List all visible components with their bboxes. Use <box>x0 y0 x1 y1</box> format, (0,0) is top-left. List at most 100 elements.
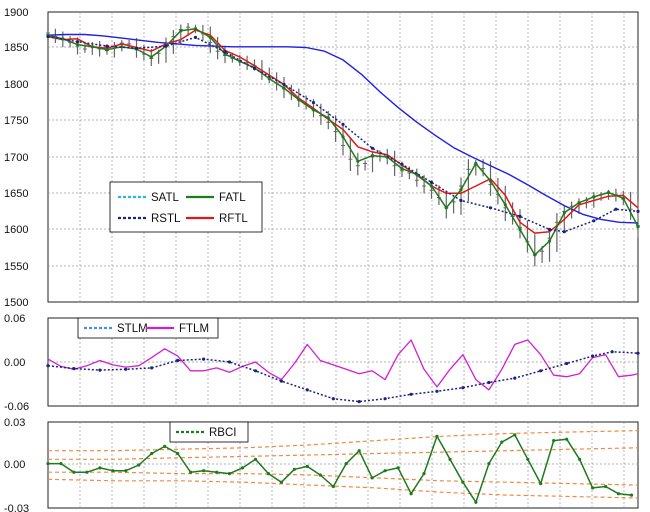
series-point-rbci <box>85 470 89 474</box>
legend-label-stlm: STLM <box>117 323 148 335</box>
series-point-rstl <box>614 207 618 211</box>
series-point-fatl <box>518 227 522 232</box>
series-point-fatl <box>75 43 80 47</box>
series-point-rbci <box>176 451 180 456</box>
series-point-rbci <box>46 462 50 466</box>
y-tick-label: -0.03 <box>4 503 29 512</box>
legend-label-rstl: RSTL <box>151 213 181 225</box>
series-line-ftlm <box>47 339 639 391</box>
series-point-fatl <box>606 190 611 195</box>
series-point-stlm <box>331 397 335 401</box>
series-point-rstl <box>46 35 50 39</box>
series-point-fatl <box>636 225 640 229</box>
series-point-stlm <box>227 360 232 364</box>
series-point-fatl <box>356 159 360 163</box>
series-point-rbci <box>383 469 387 473</box>
series-point-rstl <box>282 82 286 87</box>
series-point-fatl <box>400 167 404 171</box>
y-tick-label: 1500 <box>4 297 28 309</box>
series-point-rstl <box>636 209 640 213</box>
series-point-stlm <box>305 388 309 392</box>
series-point-stlm <box>591 354 595 358</box>
series-point-rstl <box>105 44 109 48</box>
series-point-rbci <box>552 439 556 443</box>
series-point-stlm <box>46 364 50 368</box>
price-panel: 1900 1850 1800 1750 1700 1650 1600 1550 1500 SATL… <box>4 7 640 309</box>
momentum-panel: 0.06 0.00 -0.06 STLM FTLM <box>4 313 640 413</box>
series-point-stlm <box>435 389 439 393</box>
series-point-stlm <box>610 350 614 354</box>
series-point-rstl <box>311 101 316 105</box>
series-point-rbci <box>370 476 374 480</box>
series-point-fatl <box>90 45 94 49</box>
series-point-rstl <box>164 44 168 48</box>
series-point-rstl <box>488 206 493 210</box>
panel-frame <box>47 421 639 509</box>
legend-box <box>109 181 263 233</box>
series-point-stlm <box>487 380 491 385</box>
series-point-rbci <box>565 437 569 441</box>
series-point-fatl <box>149 55 153 59</box>
series-point-stlm <box>124 367 128 371</box>
series-point-fatl <box>444 206 448 210</box>
series-line-rbci <box>48 434 632 504</box>
series-point-rbci <box>396 466 400 470</box>
series-point-rbci <box>292 467 296 471</box>
series-point-fatl <box>208 35 212 40</box>
series-line-satl <box>47 33 639 224</box>
y-tick-label: 0.06 <box>4 313 25 325</box>
series-point-fatl <box>179 29 183 33</box>
rbci-band <box>48 430 639 452</box>
series-line-stlm <box>47 350 639 403</box>
series-point-rstl <box>547 227 552 232</box>
series-point-rbci <box>578 457 582 461</box>
series-point-fatl <box>503 203 507 207</box>
series-point-stlm <box>98 368 102 372</box>
y-tick-label: 0.03 <box>4 417 25 429</box>
series-point-stlm <box>357 400 361 404</box>
series-point-stlm <box>565 361 569 366</box>
series-point-fatl <box>429 184 434 188</box>
series-point-fatl <box>341 135 345 139</box>
series-point-rstl <box>400 162 404 166</box>
series-point-stlm <box>253 369 258 373</box>
series-point-rstl <box>592 219 596 223</box>
series-point-stlm <box>202 357 206 361</box>
series-point-rbci <box>331 484 335 489</box>
series-point-rbci <box>357 449 361 453</box>
series-point-rbci <box>59 462 63 466</box>
series-point-rbci <box>111 469 115 473</box>
series-point-fatl <box>193 27 198 31</box>
series-point-stlm <box>383 397 387 401</box>
series-point-rbci <box>253 457 258 461</box>
y-tick-label: 1850 <box>4 42 28 54</box>
series-point-fatl <box>533 253 537 257</box>
legend-label-rftl: RFTL <box>219 213 248 225</box>
series-point-stlm <box>150 366 154 370</box>
legend-label-fatl: FATL <box>219 192 246 204</box>
series-point-fatl <box>474 161 478 166</box>
series-point-rbci <box>616 492 621 496</box>
series-point-rbci <box>487 462 491 466</box>
series-point-rbci <box>72 470 76 474</box>
series-point-fatl <box>592 195 596 199</box>
series-point-stlm <box>513 376 517 380</box>
series-point-rstl <box>459 198 463 203</box>
series-line-rftl <box>47 29 639 234</box>
y-tick-label: 1900 <box>4 7 28 19</box>
series-point-rbci <box>513 433 517 437</box>
series-point-rbci <box>539 482 543 486</box>
series-point-rbci <box>500 440 504 444</box>
y-tick-label: 1750 <box>4 115 28 127</box>
y-tick-label: 1550 <box>4 261 28 273</box>
series-point-rbci <box>591 486 595 490</box>
series-point-stlm <box>72 367 76 371</box>
series-line-rstl <box>47 35 639 233</box>
y-tick-label: 1650 <box>4 188 28 200</box>
series-point-rbci <box>409 492 413 496</box>
series-point-rbci <box>215 470 219 474</box>
legend-label-satl: SATL <box>151 192 180 204</box>
series-point-fatl <box>297 98 301 102</box>
y-tick-label: 1600 <box>4 224 28 236</box>
series-point-fatl <box>61 37 65 41</box>
